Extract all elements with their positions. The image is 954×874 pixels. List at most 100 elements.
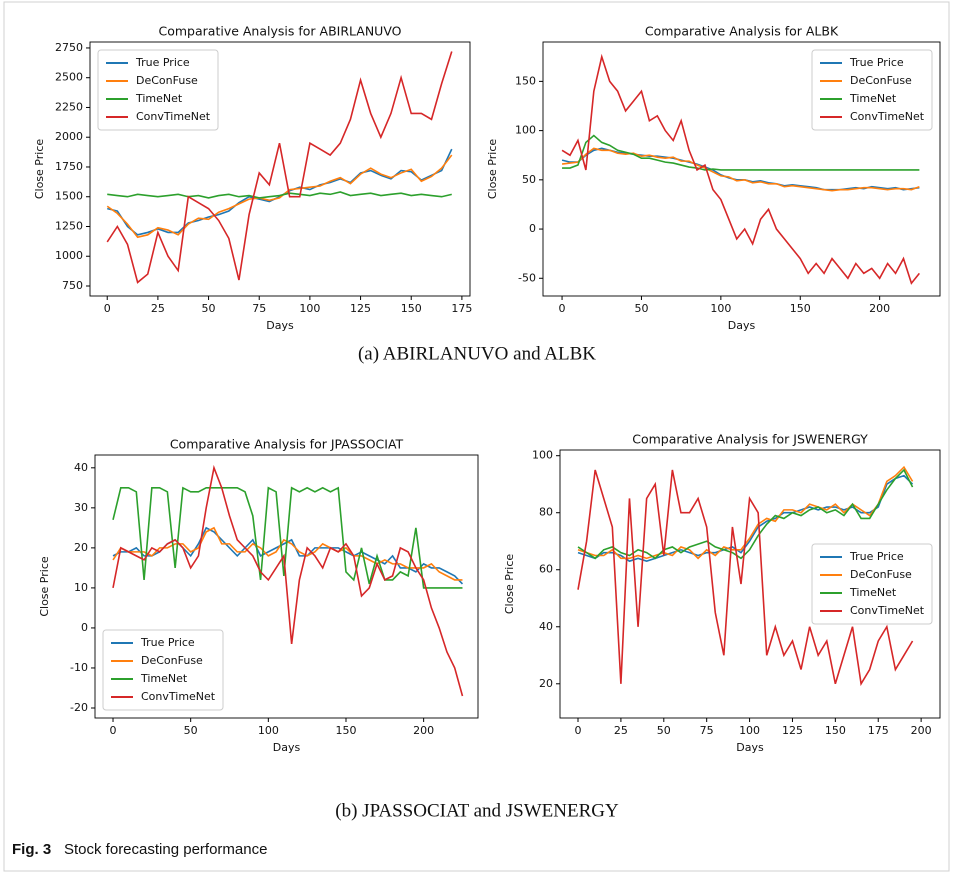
legend-label: DeConFuse xyxy=(136,74,198,87)
plot-frame xyxy=(94,454,479,719)
y-tick-label: 2500 xyxy=(55,71,83,84)
y-tick-label: 1250 xyxy=(55,219,83,232)
legend-label: ConvTimeNet xyxy=(136,110,211,123)
chart-title: Comparative Analysis for ABIRLANUVO xyxy=(159,24,402,39)
series-line xyxy=(106,154,453,239)
x-tick-label: 100 xyxy=(299,302,320,315)
plot-frame xyxy=(542,41,941,297)
x-tick-label: 150 xyxy=(401,302,422,315)
series-line xyxy=(561,147,920,191)
x-tick-label: 0 xyxy=(575,724,582,737)
x-axis-label: Days xyxy=(736,741,764,754)
y-axis-label: Close Price xyxy=(503,554,516,615)
series-line xyxy=(106,51,453,284)
x-tick-label: 0 xyxy=(104,302,111,315)
x-tick-label: 100 xyxy=(258,724,279,737)
x-tick-label: 75 xyxy=(700,724,714,737)
frame xyxy=(3,1,950,872)
y-tick-label: 750 xyxy=(62,279,83,292)
y-tick-label: -10 xyxy=(70,661,88,674)
x-tick-label: 200 xyxy=(413,724,434,737)
x-tick-label: 25 xyxy=(614,724,628,737)
legend-label: TimeNet xyxy=(849,92,897,105)
legend-label: True Price xyxy=(140,636,195,649)
y-axis-label: Close Price xyxy=(486,139,499,200)
legend-label: TimeNet xyxy=(849,586,897,599)
legend-label: ConvTimeNet xyxy=(850,604,925,617)
x-tick-label: 175 xyxy=(451,302,472,315)
series-line xyxy=(112,526,463,581)
x-tick-label: 200 xyxy=(869,302,890,315)
legend-label: True Price xyxy=(849,56,904,69)
plot-frame xyxy=(89,41,471,297)
x-tick-label: 25 xyxy=(151,302,165,315)
x-tick-label: 200 xyxy=(911,724,932,737)
chart: Comparative Analysis for JPASSOCIAT Days C… xyxy=(38,437,479,754)
chart: Comparative Analysis for ABIRLANUVO Days C… xyxy=(33,24,472,333)
x-tick-label: 50 xyxy=(657,724,671,737)
series-line xyxy=(112,464,464,697)
x-tick-label: 100 xyxy=(739,724,760,737)
chart: Comparative Analysis for JSWENERGY Days Cl… xyxy=(503,432,941,754)
x-axis-label: Days xyxy=(273,741,301,754)
y-tick-label: 10 xyxy=(74,581,88,594)
x-tick-label: 75 xyxy=(252,302,266,315)
figure-label: Fig. 3 xyxy=(12,841,51,858)
y-axis-label: Close Price xyxy=(38,556,51,617)
series-line xyxy=(577,469,914,687)
y-tick-label: 100 xyxy=(532,449,553,462)
legend-label: DeConFuse xyxy=(850,74,912,87)
y-tick-label: 40 xyxy=(74,461,88,474)
legend-label: ConvTimeNet xyxy=(141,690,216,703)
legend-label: True Price xyxy=(135,56,190,69)
x-tick-label: 0 xyxy=(110,724,117,737)
legend-box xyxy=(811,49,933,131)
x-tick-label: 50 xyxy=(184,724,198,737)
legend-label: DeConFuse xyxy=(850,568,912,581)
y-axis-label: Close Price xyxy=(33,139,46,200)
x-tick-label: 0 xyxy=(559,302,566,315)
series-line xyxy=(107,148,453,236)
y-tick-label: 20 xyxy=(539,677,553,690)
chart-title: Comparative Analysis for ALBK xyxy=(645,24,839,39)
subcaption: (a) ABIRLANUVO and ALBK xyxy=(358,343,596,364)
y-tick-label: 1000 xyxy=(55,249,83,262)
y-tick-label: 30 xyxy=(74,501,88,514)
series-line xyxy=(561,147,920,192)
y-tick-label: 2000 xyxy=(55,130,83,143)
plot-frame xyxy=(559,449,941,719)
x-axis-label: Days xyxy=(266,319,294,332)
legend-label: True Price xyxy=(849,550,904,563)
x-tick-label: 150 xyxy=(825,724,846,737)
x-tick-label: 50 xyxy=(202,302,216,315)
y-tick-label: 60 xyxy=(539,563,553,576)
y-tick-label: 2750 xyxy=(55,41,83,54)
y-tick-label: -50 xyxy=(518,271,536,284)
series-line xyxy=(561,53,920,285)
subcaption: (b) JPASSOCIAT and JSWENERGY xyxy=(335,800,619,821)
x-tick-label: 150 xyxy=(790,302,811,315)
figure-caption: Stock forecasting performance xyxy=(64,841,267,858)
chart-title: Comparative Analysis for JSWENERGY xyxy=(632,432,868,447)
y-tick-label: 50 xyxy=(522,173,536,186)
y-tick-label: 150 xyxy=(515,74,536,87)
y-tick-label: 40 xyxy=(539,620,553,633)
legend-box xyxy=(102,629,224,711)
series-line xyxy=(112,486,463,589)
y-tick-label: 2250 xyxy=(55,100,83,113)
x-tick-label: 175 xyxy=(868,724,889,737)
x-tick-label: 125 xyxy=(350,302,371,315)
x-tick-label: 100 xyxy=(710,302,731,315)
legend-box xyxy=(811,543,933,625)
x-axis-label: Days xyxy=(728,319,756,332)
chart: Comparative Analysis for ALBK Days Close P… xyxy=(486,24,941,332)
series-line xyxy=(562,134,920,171)
y-tick-label: -20 xyxy=(70,701,88,714)
y-tick-label: 80 xyxy=(539,506,553,519)
legend-box xyxy=(97,49,219,131)
y-tick-label: 20 xyxy=(74,541,88,554)
legend-label: TimeNet xyxy=(135,92,183,105)
y-tick-label: 0 xyxy=(529,222,536,235)
legend-label: DeConFuse xyxy=(141,654,203,667)
